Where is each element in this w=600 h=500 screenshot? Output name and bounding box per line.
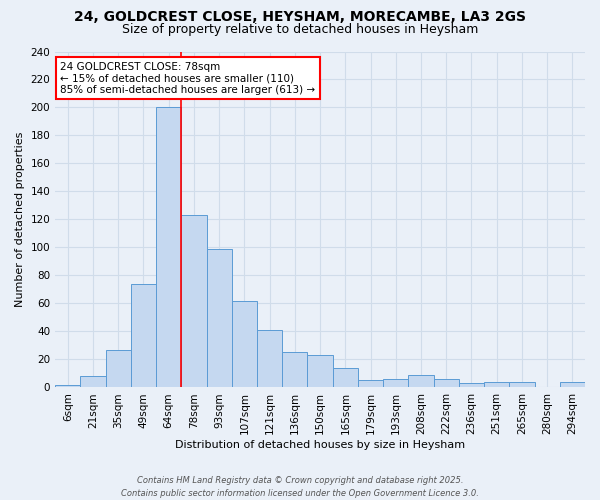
Bar: [307, 356, 332, 388]
Bar: [156, 108, 181, 388]
Bar: [332, 368, 358, 388]
Bar: [232, 300, 257, 388]
Bar: [509, 382, 535, 388]
Bar: [131, 284, 156, 388]
Bar: [484, 382, 509, 388]
Bar: [55, 384, 80, 388]
Text: 24 GOLDCREST CLOSE: 78sqm
← 15% of detached houses are smaller (110)
85% of semi: 24 GOLDCREST CLOSE: 78sqm ← 15% of detac…: [61, 62, 316, 95]
Bar: [409, 375, 434, 388]
Bar: [80, 376, 106, 388]
Bar: [459, 384, 484, 388]
X-axis label: Distribution of detached houses by size in Heysham: Distribution of detached houses by size …: [175, 440, 465, 450]
Bar: [358, 380, 383, 388]
Y-axis label: Number of detached properties: Number of detached properties: [15, 132, 25, 307]
Bar: [257, 330, 282, 388]
Bar: [383, 379, 409, 388]
Bar: [181, 216, 206, 388]
Text: Contains HM Land Registry data © Crown copyright and database right 2025.
Contai: Contains HM Land Registry data © Crown c…: [121, 476, 479, 498]
Bar: [206, 249, 232, 388]
Text: Size of property relative to detached houses in Heysham: Size of property relative to detached ho…: [122, 22, 478, 36]
Bar: [434, 379, 459, 388]
Bar: [560, 382, 585, 388]
Bar: [106, 350, 131, 388]
Text: 24, GOLDCREST CLOSE, HEYSHAM, MORECAMBE, LA3 2GS: 24, GOLDCREST CLOSE, HEYSHAM, MORECAMBE,…: [74, 10, 526, 24]
Bar: [282, 352, 307, 388]
